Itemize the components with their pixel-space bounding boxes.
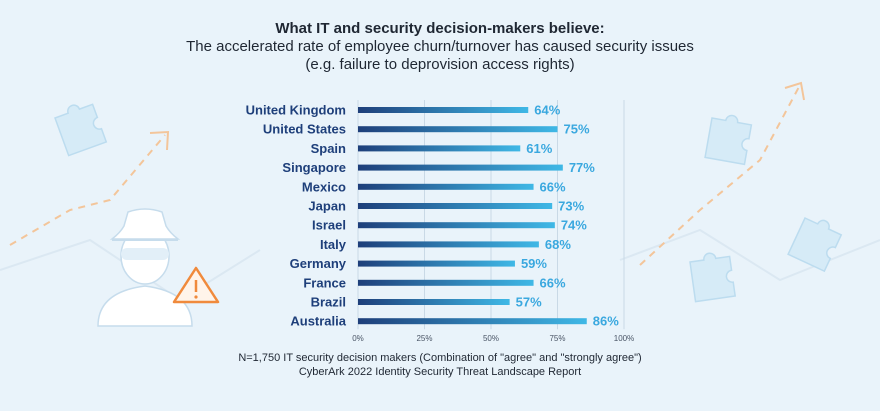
hacker-icon [97, 208, 193, 327]
category-label: Italy [320, 237, 347, 252]
category-label: Spain [311, 141, 346, 156]
category-label: Singapore [282, 160, 346, 175]
category-label: United States [263, 122, 346, 137]
bar [358, 318, 587, 325]
value-label: 59% [521, 256, 547, 271]
value-label: 61% [526, 141, 552, 156]
footnote-sample: N=1,750 IT security decision makers (Com… [238, 352, 642, 364]
bar [358, 126, 558, 133]
bar [358, 164, 563, 171]
value-label: 73% [558, 199, 584, 214]
x-tick-label: 100% [614, 334, 634, 343]
category-label: Japan [308, 199, 346, 214]
x-tick-label: 25% [416, 334, 432, 343]
bar [358, 222, 555, 229]
puzzle-piece-icon [54, 103, 108, 157]
x-axis-ticks: 0% 25% 50% 75% 100% [352, 334, 634, 343]
bar [358, 183, 534, 190]
puzzle-piece-icon [689, 252, 737, 303]
puzzle-piece-icon [704, 114, 753, 166]
footnote-source: CyberArk 2022 Identity Security Threat L… [298, 366, 582, 378]
value-label: 66% [540, 179, 566, 194]
bar [358, 299, 510, 305]
category-labels: United Kingdom United States Spain Singapor… [246, 103, 347, 329]
category-label: France [303, 275, 346, 290]
grid-lines [357, 100, 625, 330]
chart-subtitle-line2: (e.g. failure to deprovision access righ… [305, 56, 575, 73]
bars [358, 107, 587, 325]
dashed-arrow-icon [9, 130, 170, 246]
value-label: 64% [534, 103, 560, 118]
puzzle-piece-icon [787, 217, 843, 273]
value-label: 74% [561, 218, 587, 233]
category-label: Israel [312, 218, 346, 233]
x-tick-label: 75% [549, 334, 565, 343]
value-label: 68% [545, 237, 571, 252]
value-label: 86% [593, 314, 619, 329]
x-tick-label: 0% [352, 334, 364, 343]
dashed-arrow-icon [639, 81, 805, 266]
value-label: 66% [540, 275, 566, 290]
bar [358, 279, 534, 286]
value-label: 57% [516, 295, 542, 310]
category-label: Brazil [311, 295, 346, 310]
bar [358, 241, 539, 248]
bar [358, 260, 515, 267]
category-label: United Kingdom [246, 103, 346, 118]
chart-title-block: What IT and security decision-makers bel… [0, 20, 880, 74]
x-tick-label: 50% [483, 334, 499, 343]
bar [358, 107, 529, 113]
category-label: Australia [290, 314, 346, 329]
bar [358, 203, 553, 209]
warning-icon [172, 266, 220, 304]
category-label: Germany [290, 256, 347, 271]
value-label: 77% [569, 160, 595, 175]
value-label: 75% [564, 122, 590, 137]
chart-title: What IT and security decision-makers bel… [275, 20, 605, 37]
bar [358, 145, 521, 152]
chart-subtitle-line1: The accelerated rate of employee churn/t… [186, 38, 694, 55]
value-labels: 64%75%61%77%66%73%74%68%59%66%57%86% [516, 103, 620, 329]
category-label: Mexico [302, 179, 346, 194]
